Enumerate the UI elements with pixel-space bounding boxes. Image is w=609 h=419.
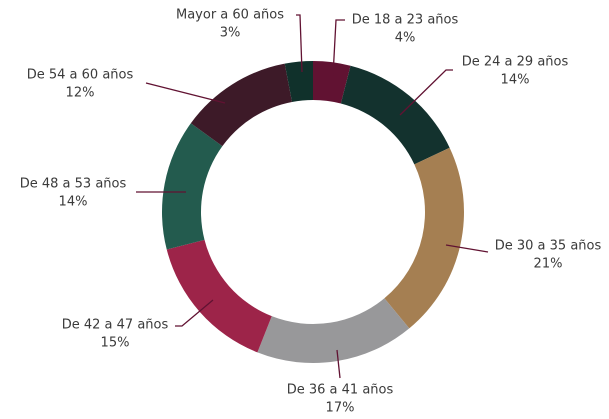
leader-line [336,349,341,379]
category-label: De 48 a 53 años [20,177,127,192]
value-label: 12% [66,86,95,101]
value-label: 14% [59,195,88,210]
donut-segment [257,298,410,364]
leader-line [399,69,453,116]
category-label: De 54 a 60 años [27,68,134,83]
donut-segment [190,63,293,147]
value-label: 21% [534,257,563,272]
donut-segment [284,61,313,102]
category-label: Mayor a 60 años [176,8,284,23]
leader-line [445,244,489,253]
donut-segment [166,239,272,353]
value-label: 15% [101,336,130,351]
donut-segment [162,123,223,250]
leader-line [296,14,303,73]
category-label: De 36 a 41 años [287,383,394,398]
donut-segment [384,147,464,329]
category-label: De 30 a 35 años [495,239,602,254]
donut-segment [313,61,351,104]
value-label: 17% [326,401,355,416]
category-label: De 24 a 29 años [462,55,569,70]
value-label: 14% [501,73,530,88]
leader-line [332,19,345,77]
value-label: 4% [395,31,416,46]
category-label: De 18 a 23 años [352,13,459,28]
leader-line [175,299,214,327]
category-label: De 42 a 47 años [62,318,169,333]
value-label: 3% [220,26,241,41]
leader-line [145,82,226,104]
donut-segment [340,65,450,165]
